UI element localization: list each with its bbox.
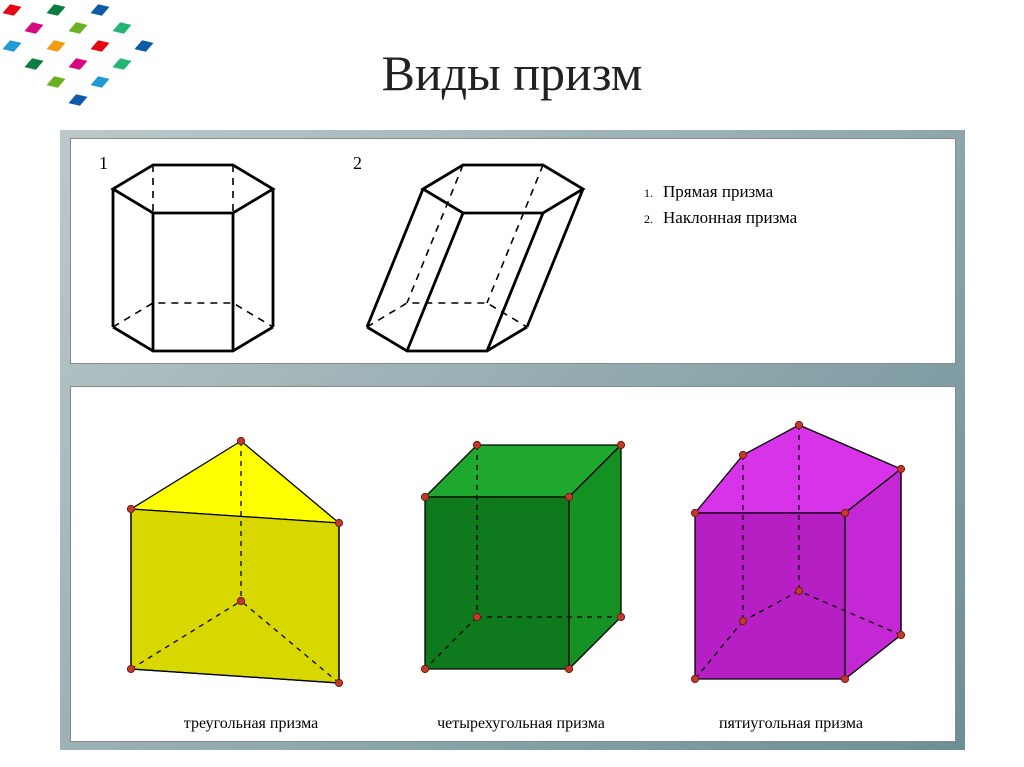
svg-text:2: 2 (353, 153, 362, 173)
caption-quadrilateral: четырехугольная призма (391, 715, 651, 733)
hexagonal-prism-oblique: 2 (339, 145, 609, 357)
svg-text:1: 1 (99, 153, 108, 173)
hexagonal-prism-upright: 1 (85, 145, 325, 357)
content-panel: 1 2 1.Прямая призма2.Наклонная призма тр… (60, 130, 965, 750)
legend-item: 2.Наклонная призма (631, 205, 797, 231)
caption-pentagonal: пятиугольная призма (671, 715, 911, 733)
quadrilateral-prism (401, 401, 641, 701)
page-title: Виды призм (0, 44, 1024, 102)
triangular-prism (101, 401, 371, 701)
prism-by-base-panel: треугольная призма четырехугольная призм… (70, 386, 956, 742)
caption-triangular: треугольная призма (131, 715, 371, 733)
legend-item: 1.Прямая призма (631, 179, 797, 205)
upright-vs-oblique-panel: 1 2 1.Прямая призма2.Наклонная призма (70, 138, 956, 364)
legend-list: 1.Прямая призма2.Наклонная призма (631, 179, 797, 232)
pentagonal-prism (659, 401, 939, 701)
